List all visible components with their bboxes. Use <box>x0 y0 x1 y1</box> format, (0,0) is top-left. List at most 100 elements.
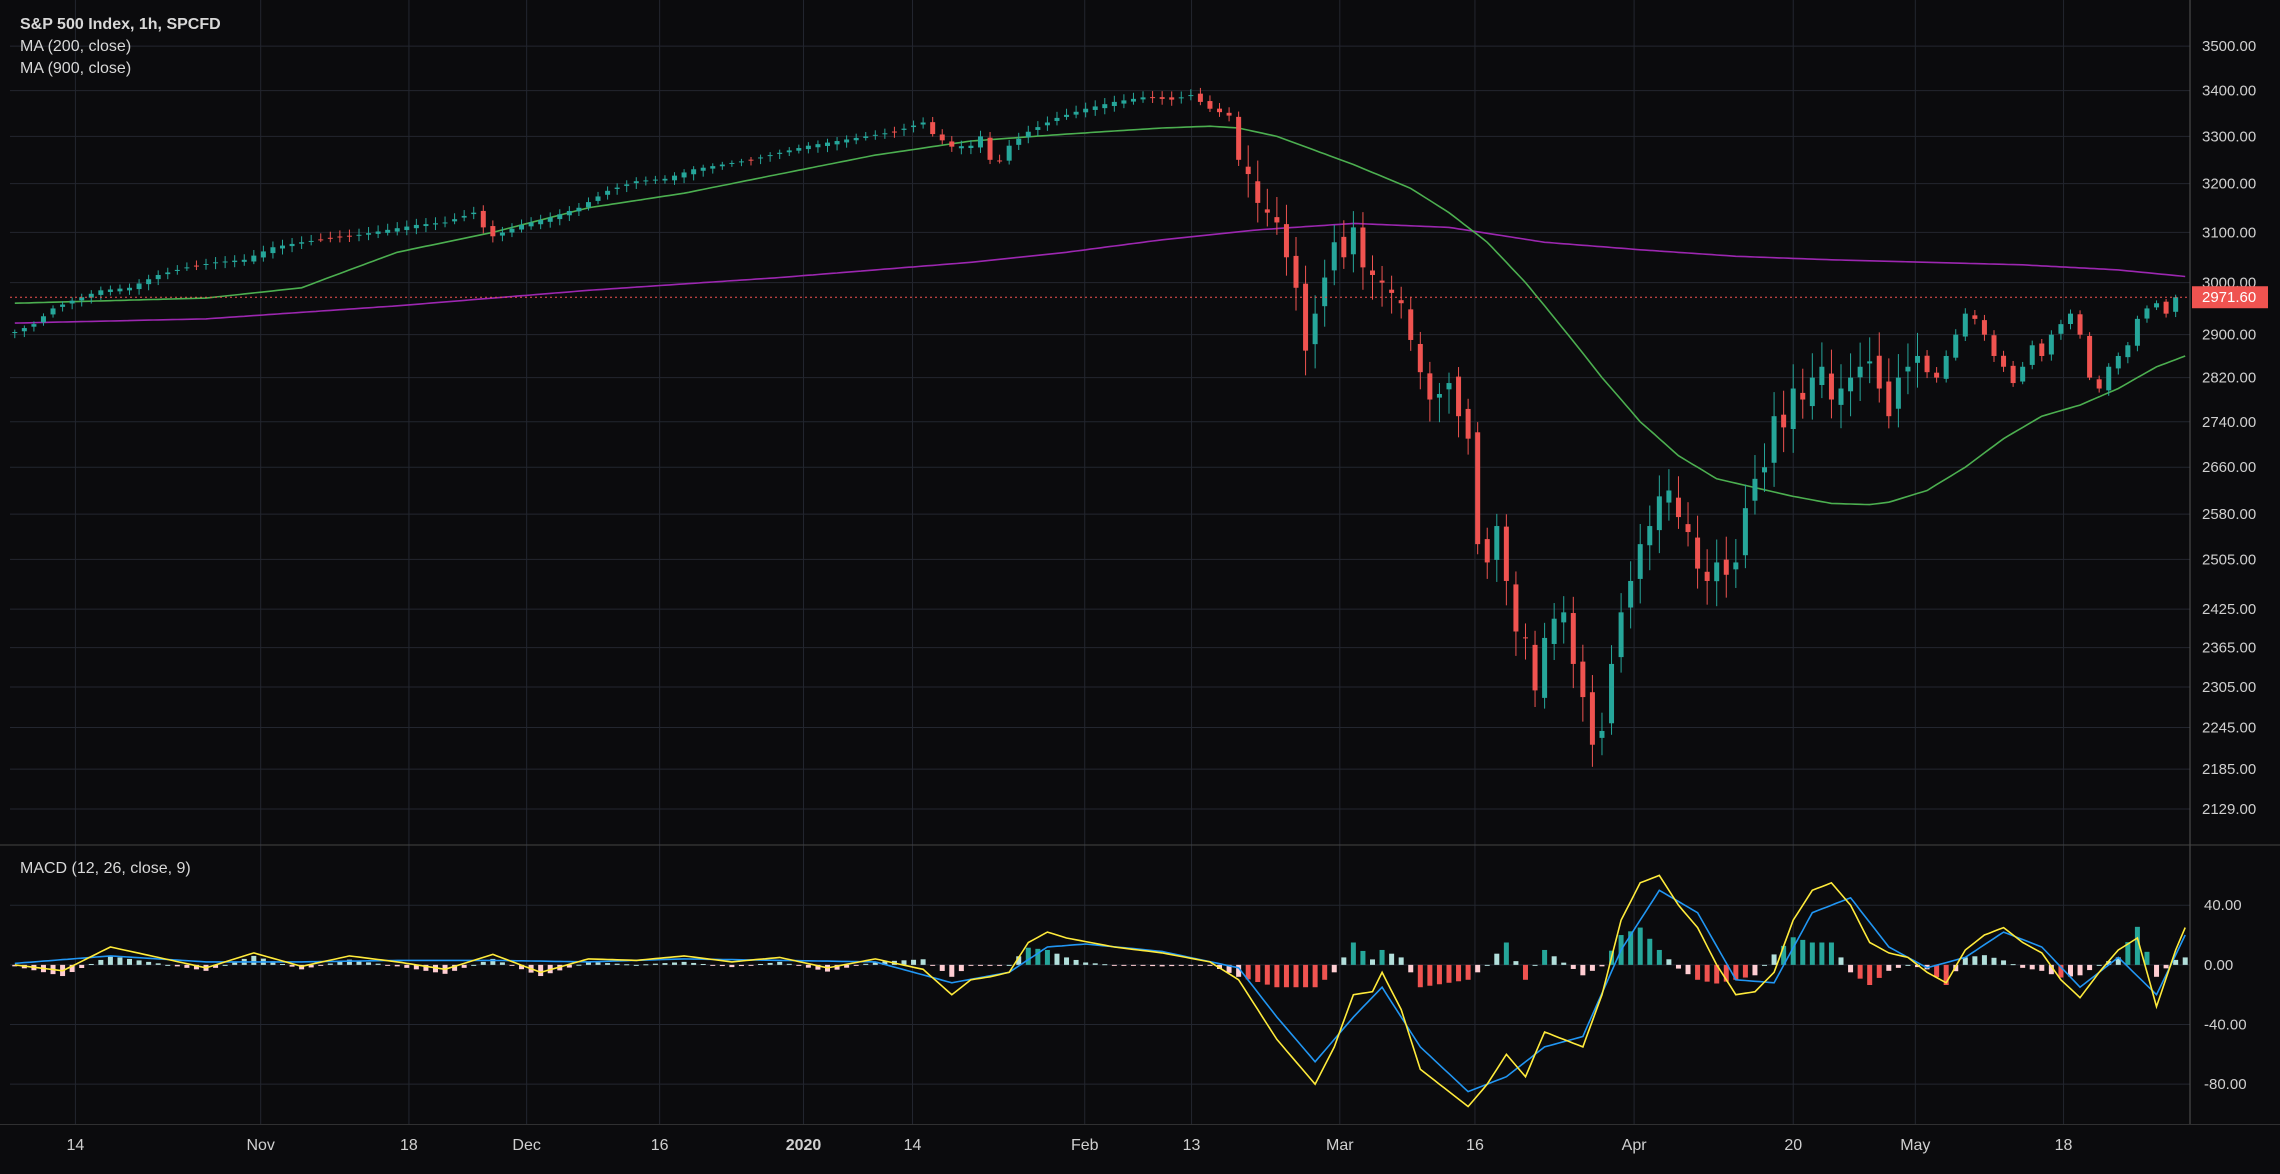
candle-body <box>1675 497 1681 518</box>
candle-body <box>624 184 630 186</box>
candle-body <box>471 212 477 215</box>
macd-histogram-bar <box>691 962 697 965</box>
macd-histogram-bar <box>1331 964 1337 973</box>
macd-histogram-bar <box>1475 964 1481 973</box>
candle-body <box>1207 101 1213 109</box>
candle-body <box>1331 242 1337 271</box>
macd-histogram-bar <box>79 964 85 968</box>
price-y-tick-label: 3400.00 <box>2202 83 2256 100</box>
macd-histogram-bar <box>643 964 649 966</box>
candle-body <box>1752 478 1758 501</box>
candle-body <box>1934 372 1940 378</box>
macd-histogram-bar <box>1714 964 1720 984</box>
macd-histogram-bar <box>2115 957 2121 965</box>
macd-histogram-bar <box>270 961 276 965</box>
macd-histogram-bar <box>1150 964 1156 967</box>
macd-histogram-bar <box>1016 956 1022 965</box>
macd-histogram-bar <box>480 961 486 965</box>
candle-body <box>1475 432 1481 545</box>
candle-body <box>318 239 324 241</box>
macd-histogram-bar <box>758 963 764 965</box>
candle-body <box>299 242 305 244</box>
macd-histogram-bar <box>538 964 544 977</box>
candle-body <box>452 219 458 222</box>
candle-body <box>853 137 859 141</box>
candle-body <box>1781 414 1787 428</box>
macd-histogram-bar <box>1064 957 1070 965</box>
candle-body <box>1312 313 1318 345</box>
candle-body <box>385 229 391 233</box>
macd-histogram-bar <box>1723 964 1729 982</box>
macd-histogram-bar <box>1972 956 1978 965</box>
candle-body <box>2010 365 2016 384</box>
macd-histogram-bar <box>251 955 257 965</box>
candle-body <box>1121 100 1127 104</box>
macd-y-tick-label: -40.00 <box>2204 1017 2247 1034</box>
macd-histogram-bar <box>1054 953 1060 965</box>
macd-histogram-bar <box>1542 949 1548 965</box>
candle-body <box>107 289 113 292</box>
price-y-tick-label: 2185.00 <box>2202 761 2256 778</box>
price-y-tick-label: 2425.00 <box>2202 601 2256 618</box>
time-axis-background <box>0 1124 2280 1174</box>
candle-body <box>1953 334 1959 358</box>
macd-histogram-bar <box>2039 964 2045 971</box>
candle-body <box>1054 117 1060 121</box>
candle-body <box>691 169 697 175</box>
candle-body <box>1695 537 1701 569</box>
macd-histogram-bar <box>1035 948 1041 965</box>
macd-histogram-bar <box>1742 964 1748 978</box>
candle-body <box>987 137 993 160</box>
candle-body <box>1628 580 1634 608</box>
macd-histogram-bar <box>1503 942 1509 965</box>
candle-body <box>1828 373 1834 400</box>
candle-body <box>490 226 496 237</box>
ma900-legend: MA (900, close) <box>20 60 132 77</box>
macd-histogram-bar <box>2182 957 2188 965</box>
candle-body <box>1360 227 1366 268</box>
time-axis-label: Apr <box>1622 1137 1648 1154</box>
macd-histogram-bar <box>2096 964 2102 966</box>
candle-body <box>1561 612 1567 623</box>
macd-histogram-bar <box>1159 964 1165 967</box>
macd-histogram-bar <box>1389 953 1395 965</box>
candle-body <box>538 219 544 225</box>
macd-histogram-bar <box>2010 964 2016 966</box>
macd-histogram-bar <box>1867 964 1873 985</box>
macd-histogram-bar <box>681 961 687 965</box>
macd-histogram-bar <box>1656 949 1662 965</box>
macd-histogram-bar <box>1895 964 1901 968</box>
macd-histogram-bar <box>1322 964 1328 980</box>
candle-body <box>777 152 783 154</box>
candle-body <box>2144 308 2150 319</box>
candle-body <box>758 157 764 159</box>
price-y-tick-label: 2580.00 <box>2202 506 2256 523</box>
macd-histogram-bar <box>834 964 840 970</box>
macd-histogram-bar <box>356 960 362 965</box>
candle-body <box>1819 366 1825 386</box>
candle-body <box>251 255 257 262</box>
candle-body <box>1609 663 1615 724</box>
price-y-tick-label: 2660.00 <box>2202 459 2256 476</box>
candle-body <box>1350 227 1356 255</box>
candle-body <box>1044 122 1050 126</box>
candle-body <box>2115 355 2121 369</box>
macd-histogram-bar <box>1169 964 1175 967</box>
macd-histogram-bar <box>2144 951 2150 965</box>
candle-body <box>31 324 37 327</box>
candle-body <box>88 293 94 298</box>
macd-histogram-bar <box>413 964 419 970</box>
candle-body <box>2067 313 2073 324</box>
macd-histogram-bar <box>88 963 94 965</box>
macd-histogram-bar <box>939 964 945 971</box>
macd-histogram-bar <box>1178 964 1184 966</box>
candle-body <box>394 228 400 232</box>
candle-body <box>1981 320 1987 335</box>
macd-histogram-bar <box>519 964 525 970</box>
candle-body <box>1446 383 1452 390</box>
macd-histogram-bar <box>1781 945 1787 965</box>
macd-title: MACD (12, 26, close, 9) <box>20 860 191 877</box>
macd-histogram-bar <box>1637 927 1643 965</box>
candle-body <box>260 251 266 258</box>
candle-body <box>1178 97 1184 99</box>
